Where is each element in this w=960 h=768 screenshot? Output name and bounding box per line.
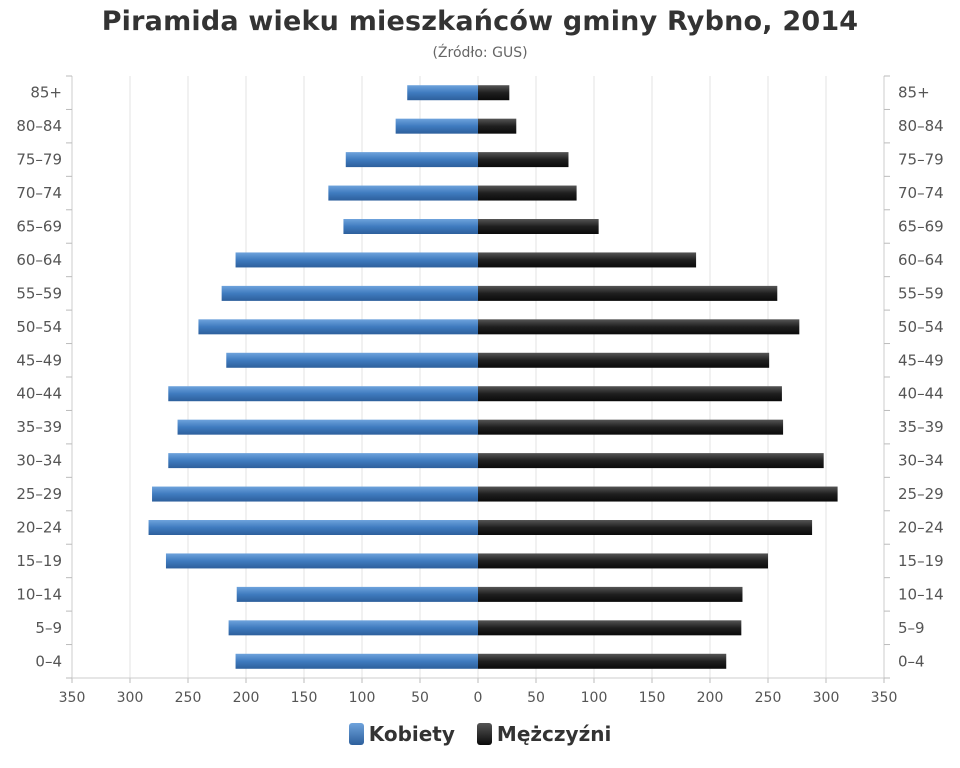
legend-label-mezczyzni: Mężczyźni	[496, 722, 612, 746]
y-tick-label-left-17: 85+	[30, 84, 62, 102]
y-tick-label-left-0: 0–4	[35, 652, 62, 670]
y-tick-label-left-8: 40–44	[16, 385, 62, 403]
x-tick-label-6: 50	[411, 690, 429, 706]
legend-item-mezczyzni[interactable]: Mężczyźni	[476, 722, 612, 746]
y-tick-label-right-17: 85+	[898, 84, 930, 102]
y-tick-label-left-4: 20–24	[16, 519, 62, 537]
x-tick-label-9: 100	[581, 690, 608, 706]
bar-kobiety-3	[165, 553, 478, 569]
y-tick-label-right-5: 25–29	[898, 485, 944, 503]
bar-kobiety-10	[198, 319, 478, 335]
legend-swatch-mezczyzni	[476, 723, 492, 745]
x-tick-label-4: 150	[291, 690, 318, 706]
bar-mezczyzni-12	[478, 252, 697, 268]
y-tick-label-left-13: 65–69	[16, 218, 62, 236]
bar-kobiety-9	[226, 352, 478, 368]
y-tick-label-right-14: 70–74	[898, 184, 944, 202]
y-tick-label-left-10: 50–54	[16, 318, 62, 336]
bar-mezczyzni-0	[478, 653, 727, 669]
bar-kobiety-13	[343, 219, 478, 234]
bar-kobiety-7	[177, 419, 478, 435]
bar-mezczyzni-3	[478, 553, 768, 569]
bar-kobiety-4	[148, 520, 478, 535]
bar-kobiety-0	[235, 653, 478, 669]
y-tick-label-right-8: 40–44	[898, 385, 944, 403]
bar-mezczyzni-2	[478, 586, 743, 602]
x-tick-label-0: 350	[59, 690, 86, 706]
y-tick-label-right-12: 60–64	[898, 251, 944, 269]
bar-mezczyzni-9	[478, 352, 770, 368]
y-tick-label-left-12: 60–64	[16, 251, 62, 269]
y-tick-label-right-11: 55–59	[898, 284, 944, 302]
x-tick-label-11: 200	[697, 690, 724, 706]
x-tick-label-1: 300	[117, 690, 144, 706]
bar-kobiety-15	[345, 152, 478, 168]
bar-kobiety-6	[168, 453, 478, 469]
bar-kobiety-8	[168, 386, 478, 402]
bar-mezczyzni-4	[478, 520, 813, 535]
x-tick-label-7: 0	[474, 690, 483, 706]
x-tick-label-12: 250	[755, 690, 782, 706]
bar-kobiety-1	[228, 620, 478, 636]
y-tick-label-left-11: 55–59	[16, 284, 62, 302]
chart-legend: Kobiety Mężczyźni	[0, 722, 960, 746]
chart-title: Piramida wieku mieszkańców gminy Rybno, …	[101, 6, 859, 37]
legend-item-kobiety[interactable]: Kobiety	[348, 722, 455, 746]
bar-kobiety-16	[395, 118, 478, 134]
x-tick-label-8: 50	[527, 690, 545, 706]
bar-kobiety-12	[235, 252, 478, 268]
bar-mezczyzni-11	[478, 285, 778, 301]
bar-mezczyzni-1	[478, 620, 742, 636]
legend-swatch-kobiety	[348, 723, 364, 745]
x-tick-label-5: 100	[349, 690, 376, 706]
bar-mezczyzni-10	[478, 319, 800, 335]
y-tick-label-left-2: 10–14	[16, 585, 62, 603]
y-tick-label-right-1: 5–9	[898, 619, 925, 637]
x-tick-label-10: 150	[639, 690, 666, 706]
chart-subtitle: (Źródło: GUS)	[432, 45, 528, 61]
y-tick-label-right-6: 30–34	[898, 452, 944, 470]
bar-mezczyzni-17	[478, 85, 510, 101]
bar-kobiety-5	[152, 486, 479, 502]
y-tick-label-right-2: 10–14	[898, 585, 944, 603]
x-tick-label-2: 250	[175, 690, 202, 706]
bar-mezczyzni-14	[478, 185, 577, 201]
x-tick-label-13: 300	[813, 690, 840, 706]
bar-mezczyzni-13	[478, 219, 599, 234]
y-tick-label-right-13: 65–69	[898, 218, 944, 236]
bar-kobiety-2	[236, 586, 478, 602]
bar-mezczyzni-16	[478, 118, 517, 134]
y-tick-label-right-3: 15–19	[898, 552, 944, 570]
x-tick-label-3: 200	[233, 690, 260, 706]
bar-mezczyzni-7	[478, 419, 784, 435]
y-tick-label-left-5: 25–29	[16, 485, 62, 503]
y-tick-label-right-9: 45–49	[898, 351, 944, 369]
y-tick-label-left-14: 70–74	[16, 184, 62, 202]
y-tick-label-left-3: 15–19	[16, 552, 62, 570]
bar-mezczyzni-8	[478, 386, 782, 402]
bar-kobiety-11	[221, 285, 478, 301]
bar-kobiety-14	[328, 185, 478, 201]
bar-mezczyzni-6	[478, 453, 824, 469]
y-tick-label-left-7: 35–39	[16, 418, 62, 436]
y-tick-label-right-15: 75–79	[898, 151, 944, 169]
y-tick-label-left-6: 30–34	[16, 452, 62, 470]
y-tick-label-right-10: 50–54	[898, 318, 944, 336]
y-tick-label-right-0: 0–4	[898, 652, 925, 670]
y-tick-label-right-4: 20–24	[898, 519, 944, 537]
legend-label-kobiety: Kobiety	[368, 722, 455, 746]
bar-mezczyzni-5	[478, 486, 838, 502]
y-tick-label-right-16: 80–84	[898, 117, 944, 135]
bar-kobiety-17	[407, 85, 478, 101]
y-tick-label-left-16: 80–84	[16, 117, 62, 135]
y-tick-label-right-7: 35–39	[898, 418, 944, 436]
y-tick-label-left-1: 5–9	[35, 619, 62, 637]
y-tick-label-left-9: 45–49	[16, 351, 62, 369]
x-tick-label-14: 350	[871, 690, 898, 706]
y-tick-label-left-15: 75–79	[16, 151, 62, 169]
bar-mezczyzni-15	[478, 152, 569, 168]
